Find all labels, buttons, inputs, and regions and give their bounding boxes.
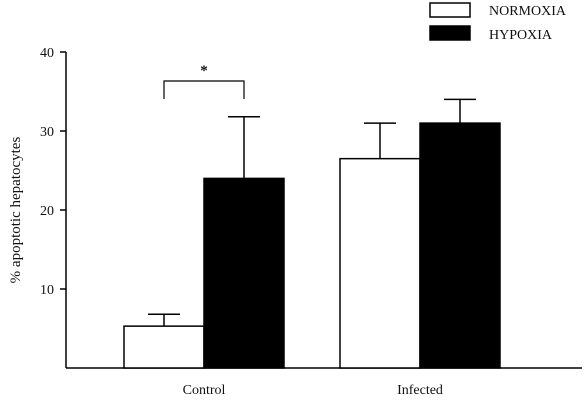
significance-bracket xyxy=(163,80,245,99)
y-tick-label: 10 xyxy=(40,283,54,298)
bar-normoxia-infected xyxy=(339,157,421,369)
x-tick-label: Infected xyxy=(397,383,443,398)
y-tick-label: 20 xyxy=(40,204,54,219)
legend-label-normoxia: NORMOXIA xyxy=(489,4,567,19)
legend-swatch-hypoxia xyxy=(429,25,471,41)
bar-normoxia-control xyxy=(123,325,205,369)
significance-marker: * xyxy=(200,63,208,79)
y-axis-label: % apoptotic hepatocytes xyxy=(8,137,24,284)
legend-label-hypoxia: HYPOXIA xyxy=(489,28,553,43)
bar-hypoxia-control xyxy=(203,177,285,369)
y-tick-label: 30 xyxy=(40,125,54,140)
bar-hypoxia-infected xyxy=(419,122,501,369)
legend-swatch-normoxia xyxy=(429,2,471,18)
legend: NORMOXIA HYPOXIA xyxy=(429,2,567,43)
x-tick-label: Control xyxy=(183,383,226,398)
plot-area: 10 20 30 40 Control Infected * xyxy=(40,46,582,398)
y-tick-label: 40 xyxy=(40,46,54,61)
